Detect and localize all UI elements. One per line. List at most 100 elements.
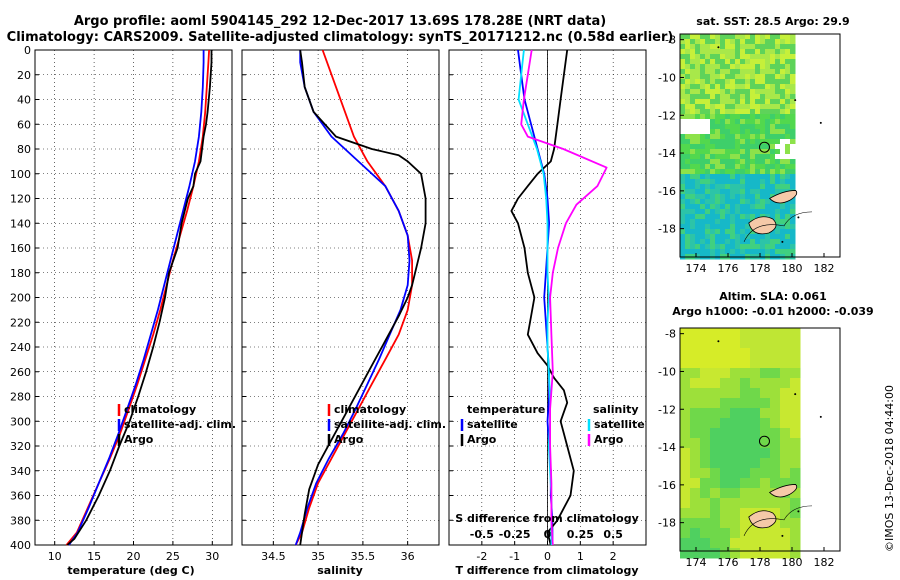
field-cell — [720, 498, 731, 509]
field-cell — [750, 229, 756, 235]
field-cell — [695, 224, 701, 230]
field-cell — [760, 438, 771, 449]
sst-map-title: sat. SST: 28.5 Argo: 29.9 — [696, 15, 849, 28]
x-tick-label: 25 — [166, 550, 180, 563]
field-cell — [790, 74, 796, 80]
field-cell — [780, 114, 786, 120]
field-cell — [765, 209, 771, 215]
field-cell — [760, 458, 771, 469]
field-cell — [700, 79, 706, 85]
field-cell — [770, 154, 776, 160]
field-cell — [715, 174, 721, 180]
field-cell — [740, 234, 746, 240]
field-cell — [720, 249, 726, 255]
field-cell — [755, 59, 761, 65]
field-cell — [770, 159, 776, 165]
legend-temperature-title: temperature — [467, 403, 545, 416]
field-cell — [710, 224, 716, 230]
field-cell — [785, 159, 791, 165]
field-cell — [705, 39, 711, 45]
field-cell — [720, 149, 726, 155]
field-cell — [715, 154, 721, 160]
field-cell — [725, 174, 731, 180]
field-cell — [740, 189, 746, 195]
field-cell — [715, 49, 721, 55]
field-cell — [740, 388, 751, 399]
islet — [794, 393, 797, 396]
field-cell — [695, 184, 701, 190]
field-cell — [680, 94, 686, 100]
x-tick-label: 10 — [48, 550, 62, 563]
field-cell — [680, 468, 691, 479]
field-cell — [755, 209, 761, 215]
field-cell — [730, 468, 741, 479]
field-cell — [715, 144, 721, 150]
field-cell — [685, 179, 691, 185]
field-cell — [685, 244, 691, 250]
field-cell — [715, 214, 721, 220]
field-cell — [760, 328, 771, 339]
field-cell — [790, 44, 796, 50]
field-cell — [700, 244, 706, 250]
lat-tick-label: -8 — [665, 34, 676, 47]
field-cell — [750, 89, 756, 95]
field-cell — [725, 109, 731, 115]
field-cell — [770, 54, 776, 60]
field-cell — [760, 189, 766, 195]
field-cell — [790, 54, 796, 60]
field-cell — [755, 64, 761, 70]
field-cell — [690, 528, 701, 539]
field-cell — [745, 159, 751, 165]
field-cell — [700, 438, 711, 449]
field-cell — [745, 149, 751, 155]
field-cell — [780, 159, 786, 165]
field-cell — [685, 149, 691, 155]
field-cell — [700, 328, 711, 339]
field-cell — [735, 89, 741, 95]
x-tick-label: 2 — [610, 550, 617, 563]
field-cell — [775, 229, 781, 235]
field-cell — [700, 428, 711, 439]
field-cell — [785, 69, 791, 75]
lat-tick-label: -10 — [658, 71, 676, 84]
field-cell — [700, 39, 706, 45]
field-cell — [780, 94, 786, 100]
field-cell — [710, 159, 716, 165]
y-tick-label: 160 — [10, 242, 31, 255]
field-cell — [760, 49, 766, 55]
field-cell — [690, 114, 696, 120]
field-cell — [765, 214, 771, 220]
field-cell — [755, 49, 761, 55]
field-cell — [750, 149, 756, 155]
field-cell — [680, 214, 686, 220]
field-cell — [765, 119, 771, 125]
field-cell — [700, 458, 711, 469]
field-cell — [750, 328, 761, 339]
field-cell — [685, 174, 691, 180]
field-cell — [700, 144, 706, 150]
field-cell — [730, 194, 736, 200]
field-cell — [730, 508, 741, 519]
field-cell — [700, 59, 706, 65]
field-cell — [730, 378, 741, 389]
field-cell — [780, 224, 786, 230]
field-cell — [735, 79, 741, 85]
y-tick-label: 320 — [10, 440, 31, 453]
field-cell — [685, 44, 691, 50]
field-cell — [740, 194, 746, 200]
field-cell — [760, 209, 766, 215]
field-cell — [740, 358, 751, 369]
lon-tick-label: 174 — [686, 556, 707, 569]
x-tick-label: 30 — [205, 550, 219, 563]
field-cell — [780, 448, 791, 459]
field-cell — [775, 89, 781, 95]
field-cell — [740, 408, 751, 419]
field-cell — [720, 79, 726, 85]
field-cell — [765, 59, 771, 65]
field-cell — [760, 159, 766, 165]
field-cell — [790, 154, 796, 160]
island-vanua-levu — [768, 190, 798, 204]
field-cell — [750, 428, 761, 439]
field-cell — [690, 39, 696, 45]
lat-tick-label: -10 — [658, 365, 676, 378]
